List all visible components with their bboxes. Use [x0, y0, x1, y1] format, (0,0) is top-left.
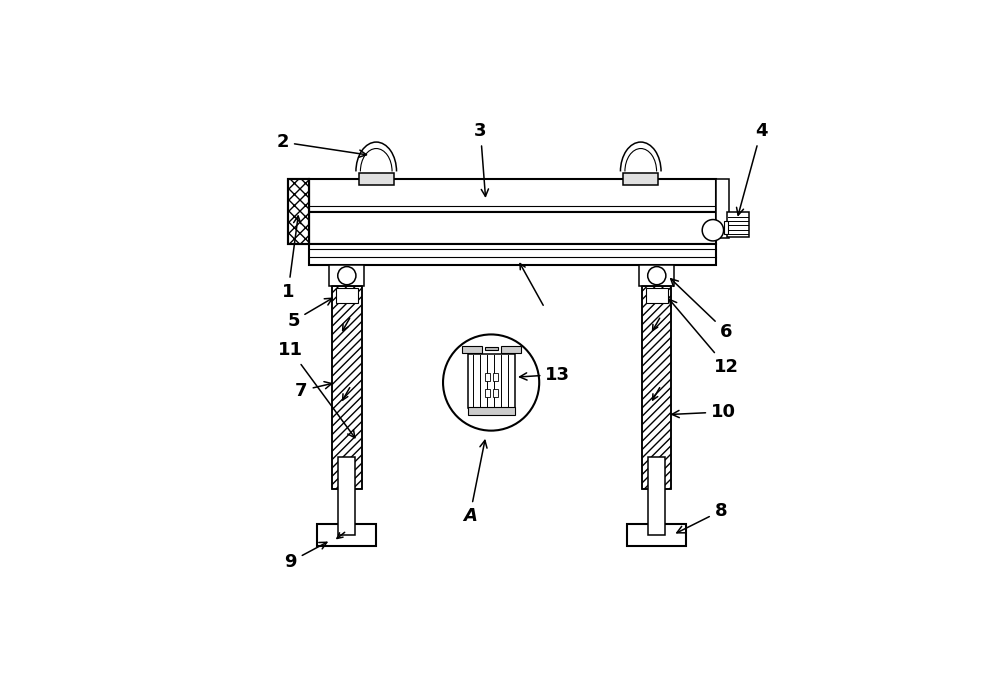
Circle shape [338, 266, 356, 285]
Bar [716, 180, 729, 238]
Bar [493, 389, 498, 398]
Bar [309, 180, 716, 212]
Bar [462, 346, 482, 353]
Text: 10: 10 [672, 403, 736, 421]
Bar [724, 221, 728, 234]
Bar [627, 524, 686, 545]
Bar [468, 407, 515, 414]
Circle shape [443, 335, 539, 430]
Bar [501, 346, 521, 353]
Bar [642, 287, 671, 489]
Bar [646, 289, 668, 303]
Bar [288, 180, 309, 244]
Bar [485, 389, 490, 398]
Text: 7: 7 [295, 382, 332, 400]
Text: 12: 12 [669, 299, 739, 375]
Text: 5: 5 [287, 298, 332, 330]
Text: 9: 9 [284, 542, 327, 570]
Circle shape [648, 266, 666, 285]
Bar [329, 265, 364, 287]
Bar [332, 287, 362, 489]
Bar [648, 457, 665, 535]
Bar [485, 373, 490, 382]
Text: 13: 13 [520, 366, 570, 384]
Bar [727, 212, 749, 237]
Bar [288, 180, 309, 244]
Bar [623, 173, 658, 185]
Bar [485, 347, 498, 350]
Bar [317, 524, 376, 545]
Bar [468, 354, 515, 408]
Text: 2: 2 [276, 133, 366, 158]
Bar [336, 289, 358, 303]
Text: 11: 11 [278, 341, 355, 438]
Circle shape [702, 219, 724, 241]
Bar [338, 457, 355, 535]
Text: 6: 6 [671, 279, 733, 341]
Bar [642, 287, 671, 489]
Text: 3: 3 [474, 122, 488, 196]
Bar [332, 287, 362, 489]
Bar [493, 373, 498, 382]
Bar [359, 173, 394, 185]
Text: 8: 8 [677, 502, 727, 533]
Text: 4: 4 [737, 122, 767, 215]
Text: 1: 1 [282, 216, 301, 301]
Bar [309, 212, 716, 244]
Bar [639, 265, 674, 287]
Text: A: A [463, 441, 487, 525]
Bar [309, 244, 716, 265]
